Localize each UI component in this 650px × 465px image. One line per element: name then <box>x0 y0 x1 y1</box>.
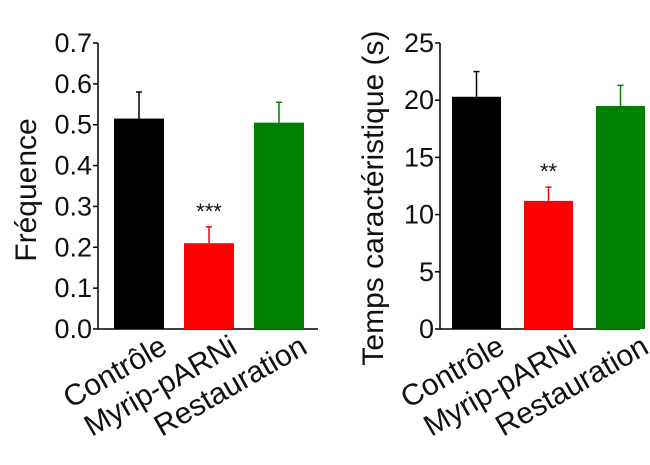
y-tick-label: 0.3 <box>54 191 92 221</box>
bar-1 <box>452 96 501 329</box>
bar-2 <box>524 200 573 329</box>
left-panel-frequency: 0.00.10.20.30.40.50.60.7FréquenceContrôl… <box>10 28 318 443</box>
y-tick-label: 0.4 <box>54 151 92 181</box>
y-tick-label: 0.0 <box>54 314 92 344</box>
bar-2 <box>184 243 234 329</box>
y-tick-label: 0.7 <box>54 28 92 58</box>
y-axis-title: Temps caractéristique (s) <box>357 30 390 365</box>
bar-3 <box>596 105 645 329</box>
y-tick-label: 10 <box>404 200 434 230</box>
y-tick-label: 0.1 <box>54 273 92 303</box>
y-tick-label: 15 <box>404 142 434 172</box>
y-tick-label: 20 <box>404 85 434 115</box>
y-tick-label: 0 <box>419 314 434 344</box>
significance-marker: ** <box>540 159 558 184</box>
y-tick-label: 0.5 <box>54 110 92 140</box>
y-tick-label: 25 <box>404 28 434 58</box>
significance-marker: *** <box>196 199 222 224</box>
y-tick-label: 0.2 <box>54 232 92 262</box>
bar-3 <box>254 122 304 330</box>
bar-1 <box>114 118 164 329</box>
y-tick-label: 5 <box>419 257 434 287</box>
y-tick-label: 0.6 <box>54 69 92 99</box>
y-axis-title: Fréquence <box>10 118 43 261</box>
